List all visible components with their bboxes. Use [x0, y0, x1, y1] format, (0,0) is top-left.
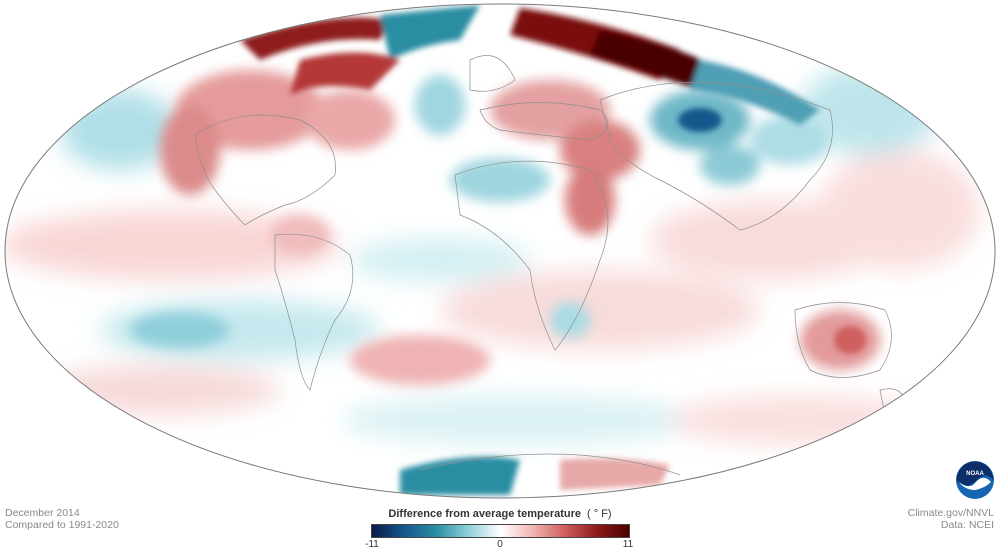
legend-min-label: -11 — [365, 539, 379, 550]
south-pacific-warm-band — [40, 365, 280, 415]
china-cool — [750, 115, 830, 165]
central-pacific-warm — [820, 150, 980, 270]
map-svg — [4, 3, 996, 499]
arctic-canada-hot — [240, 17, 390, 60]
legend-title: Difference from average temperature — [388, 508, 581, 520]
indian-ocean-warm — [440, 270, 760, 350]
anomaly-field — [5, 5, 980, 495]
greenland-outline — [469, 55, 516, 92]
australia-strong-warm — [834, 326, 866, 354]
legend-max-label: 11 — [622, 539, 634, 550]
north-america-outline — [194, 114, 336, 226]
east-africa-warm — [565, 165, 615, 235]
legend-colorbar — [371, 524, 630, 538]
date-label: December 2014 — [5, 507, 80, 519]
northern-south-america-warm — [270, 215, 330, 255]
east-siberia-cool — [690, 60, 820, 125]
noaa-logo-text: NOAA — [966, 471, 984, 477]
southern-ocean-cool — [340, 395, 700, 445]
noaa-seal-icon: NOAA — [956, 461, 994, 499]
color-legend: Difference from average temperature ( ° F… — [365, 508, 634, 552]
india-cool — [700, 145, 760, 185]
map-date-info: December 2014 Compared to 1991-2020 — [5, 507, 119, 531]
south-pacific-cool — [130, 312, 230, 348]
siberia-extreme-hot — [590, 30, 720, 90]
noaa-seal-wave — [959, 477, 991, 490]
baffin-hot — [290, 52, 400, 95]
source-site-label: Climate.gov/NNVL — [907, 507, 994, 519]
legend-unit: ( ° F) — [587, 508, 612, 520]
middle-east-warm — [560, 120, 640, 180]
legend-zero-label: 0 — [497, 539, 503, 550]
noaa-seal-top — [956, 461, 994, 486]
east-greenland-cool — [415, 75, 465, 135]
asia-outline — [599, 81, 833, 231]
globe-border — [4, 3, 996, 499]
data-source-label: Data: NCEI — [940, 519, 994, 531]
greenland-cool — [380, 5, 480, 60]
equatorial-atlantic-cool — [350, 238, 530, 282]
south-america-outline — [274, 233, 354, 391]
south-atlantic-warm — [350, 335, 490, 385]
map-credits: Climate.gov/NNVL Data: NCEI — [908, 507, 994, 531]
pacific-warm-band — [5, 210, 340, 280]
sahara-cool — [450, 158, 550, 202]
central-asia-strong-cool — [678, 108, 722, 132]
antarctica-outline — [419, 453, 681, 476]
africa-outline — [454, 160, 609, 351]
australia-outline — [794, 302, 892, 378]
global-temperature-anomaly-map — [4, 3, 996, 499]
antarctica-cool — [400, 456, 520, 495]
legend-title-row: Difference from average temperature ( ° F… — [370, 508, 630, 520]
alaska-warm — [160, 105, 220, 195]
north-atlantic-warm — [305, 90, 395, 150]
baseline-label: Compared to 1991-2020 — [5, 519, 119, 531]
antarctica-warm — [560, 458, 670, 490]
europe-outline — [479, 102, 609, 141]
southern-africa-cool — [550, 302, 590, 338]
